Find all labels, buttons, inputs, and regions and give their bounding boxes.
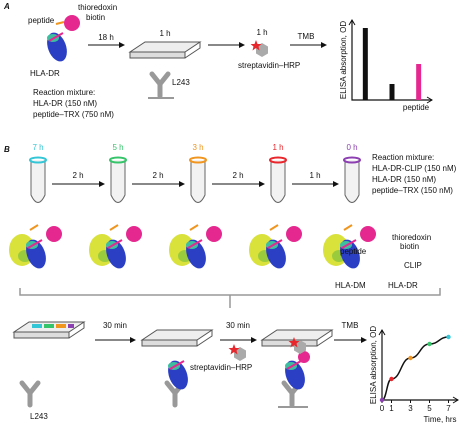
bar: [389, 84, 395, 100]
antibody: [152, 74, 168, 96]
tube-cap: [269, 156, 287, 164]
label: peptide: [28, 16, 55, 25]
tube: [30, 160, 46, 203]
peptide-shape: [269, 224, 279, 231]
mixture-line: HLA-DR (150 nM): [33, 99, 97, 108]
step-label: 1 h: [256, 28, 267, 37]
peptide-shape: [55, 21, 65, 25]
x-axis-label: Time, hrs: [423, 415, 456, 424]
bracket: [19, 288, 441, 308]
x-tick-label: 0: [380, 404, 385, 413]
tube-label: 7 h: [32, 143, 43, 152]
tube-cap: [109, 156, 127, 164]
bar: [362, 28, 368, 100]
mixture-line: Reaction mixture:: [372, 153, 434, 162]
step-label: 30 min: [103, 321, 127, 330]
tube-cap: [29, 156, 47, 164]
hla-dr-shape: [42, 28, 72, 66]
x-tick-label: 3: [408, 404, 413, 413]
label: biotin: [86, 13, 105, 22]
step-label: 2 h: [152, 171, 163, 180]
peptide-shape: [109, 224, 119, 231]
tube: [344, 160, 360, 203]
thioredoxin-shape: [64, 15, 80, 31]
label: L243: [172, 78, 190, 87]
colored-plate: [13, 321, 85, 339]
streptavidin-shape: [250, 40, 268, 57]
label: peptide: [340, 247, 367, 256]
thioredoxin-shape: [286, 226, 302, 242]
antibody: [22, 383, 38, 405]
step-label: 18 h: [98, 33, 114, 42]
label: streptavidin–HRP: [190, 363, 252, 372]
y-axis-label: ELISA absorption, OD: [339, 21, 348, 99]
axis-arrow: [348, 19, 433, 104]
axis-arrow: [378, 329, 459, 404]
point: [389, 376, 394, 382]
step-label: 2 h: [72, 171, 83, 180]
label: L243: [30, 412, 48, 421]
step-label: 2 h: [232, 171, 243, 180]
bar: [416, 64, 422, 100]
label: HLA-DM: [335, 281, 366, 290]
peptide-shape: [189, 224, 199, 231]
label: CLIP: [404, 261, 422, 270]
label: HLA-DR: [388, 281, 418, 290]
mixture-line: Reaction mixture:: [33, 88, 95, 97]
axes: [351, 20, 432, 101]
label: biotin: [400, 242, 419, 251]
thioredoxin-shape: [298, 351, 310, 363]
thioredoxin-shape: [206, 226, 222, 242]
step-label: TMB: [298, 32, 315, 41]
mixture-line: peptide–TRX (150 nM): [372, 186, 453, 195]
x-tick-label: 1: [389, 404, 394, 413]
point: [427, 341, 432, 347]
plate: [141, 329, 213, 347]
thioredoxin-shape: [46, 226, 62, 242]
step-label: 30 min: [226, 321, 250, 330]
point: [446, 334, 451, 340]
label: thioredoxin: [392, 233, 431, 242]
mixture-line: peptide–TRX (750 nM): [33, 110, 114, 119]
step-label: 1 h: [309, 171, 320, 180]
thioredoxin-shape: [360, 226, 376, 242]
tube-label: 3 h: [192, 143, 203, 152]
step-label: TMB: [342, 321, 359, 330]
mixture-line: HLA-DR (150 nM): [372, 175, 436, 184]
point: [408, 355, 413, 361]
x-tick-label: 7: [446, 404, 451, 413]
tube: [270, 160, 286, 203]
tube-label: 1 h: [272, 143, 283, 152]
peptide-shape: [343, 224, 353, 231]
tube-label: 5 h: [112, 143, 123, 152]
tube: [110, 160, 126, 203]
label: streptavidin–HRP: [238, 61, 300, 70]
x-tick-label: 5: [427, 404, 432, 413]
tube: [190, 160, 206, 203]
axes: [381, 330, 458, 401]
mixture-line: HLA-DR-CLIP (150 nM): [372, 164, 457, 173]
streptavidin-shape: [228, 344, 246, 361]
panel-letter: A: [3, 2, 10, 11]
step-label: 1 h: [159, 29, 170, 38]
x-axis-label: peptide: [403, 103, 430, 112]
y-axis-label: ELISA absorption, OD: [369, 326, 378, 404]
curve: [381, 336, 449, 401]
panel-letter: B: [4, 145, 10, 154]
tube-label: 0 h: [346, 143, 357, 152]
peptide-shape: [29, 224, 39, 231]
tube-cap: [343, 156, 361, 164]
point: [379, 397, 385, 403]
label: thioredoxin: [78, 3, 117, 12]
label: HLA-DR: [30, 69, 60, 78]
plate: [129, 41, 201, 59]
tube-cap: [189, 156, 207, 164]
thioredoxin-shape: [126, 226, 142, 242]
